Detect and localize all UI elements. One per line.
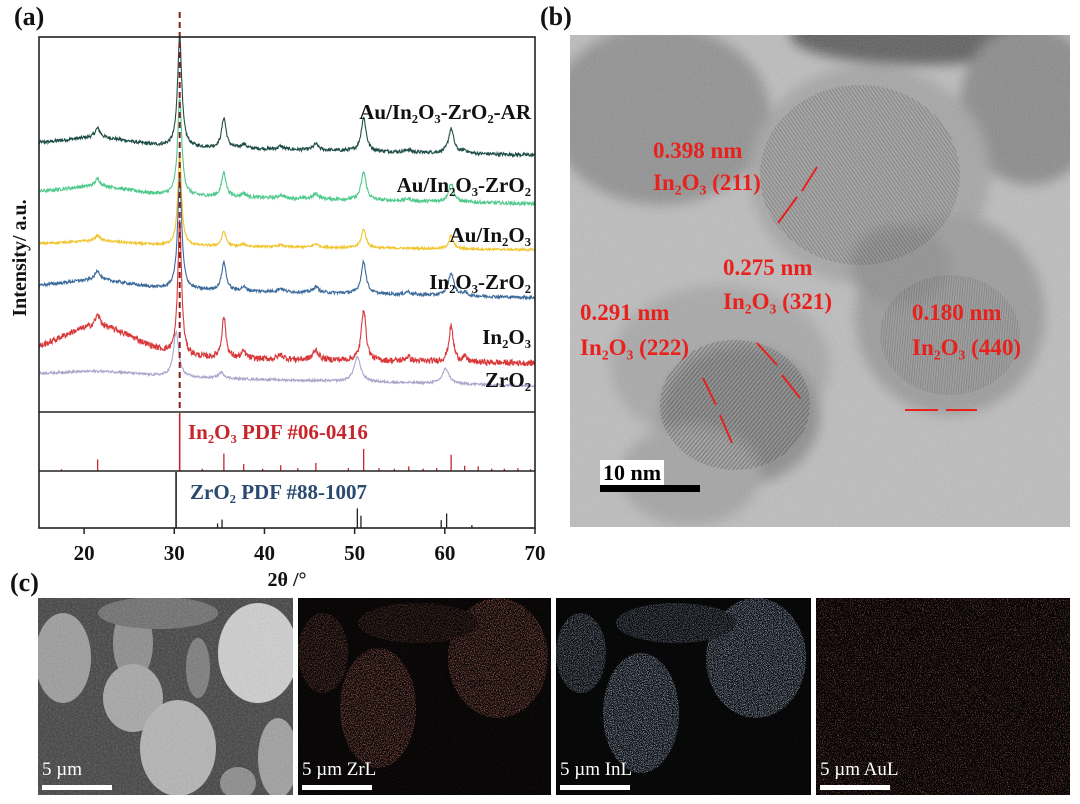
au-distribution (816, 598, 1070, 795)
plane-label: In₂O₃ (211) (653, 170, 761, 195)
y-axis-label: Intensity/ a.u. (9, 199, 31, 316)
xrd-chart: 20 30 40 50 60 70 Au/In₂O₃-ZrO₂-AR Au/In₂O₃-Z… (9, 12, 546, 591)
plot-frame (38, 36, 536, 529)
scale-bar-label: 10 nm (600, 460, 665, 486)
map-label: 5 µm ZrL (302, 759, 377, 780)
eds-map-zr: 5 µm ZrL (298, 598, 551, 795)
map-label: 5 µm AuL (820, 759, 899, 780)
x-tick-label: 30 (164, 541, 185, 565)
tem-micrograph (570, 35, 1070, 527)
plane-label: In₂O₃ (440) (912, 335, 1021, 360)
x-ticks: 20 30 40 50 60 70 (74, 528, 546, 565)
plane-label: In₂O₃ (321) (723, 289, 832, 314)
x-tick-label: 50 (344, 541, 365, 565)
d-spacing-label: 0.275 nm (723, 255, 813, 280)
d-spacing-label: 0.180 nm (912, 300, 1002, 325)
d-spacing-label: 0.291 nm (580, 300, 670, 325)
x-tick-label: 40 (254, 541, 275, 565)
reference-label-zro2: ZrO₂ PDF #88-1007 (190, 480, 367, 504)
eds-map-au: 5 µm AuL (816, 598, 1070, 795)
map-label: 5 µm InL (560, 759, 633, 780)
panel-label-b: (b) (540, 2, 572, 31)
lattice-arrows (702, 166, 977, 444)
panel-label-a: (a) (14, 2, 45, 31)
scale-bar (600, 485, 700, 492)
x-tick-label: 20 (74, 541, 95, 565)
series-label: In₂O₃ (482, 325, 531, 349)
series-label: Au/In₂O₃-ZrO₂-AR (359, 100, 532, 124)
panel-label-c: (c) (10, 568, 39, 597)
plane-label: In₂O₃ (222) (580, 335, 689, 360)
tem-image: 0.398 nm In₂O₃ (211) 0.275 nm In₂O₃ (321… (570, 35, 1070, 527)
scale-bar (820, 785, 890, 790)
sem-image: 5 µm (38, 598, 293, 795)
xrd-series-1 (38, 98, 536, 207)
x-tick-label: 60 (434, 541, 455, 565)
xrd-series-5 (38, 330, 536, 389)
xrd-series-2 (38, 155, 536, 253)
zr-distribution (298, 598, 551, 795)
series-label: In₂O₃-ZrO₂ (429, 270, 531, 294)
series-label: ZrO₂ (485, 368, 531, 392)
xrd-series-0 (38, 32, 536, 159)
reference-label-in2o3: In₂O₃ PDF #06-0416 (188, 420, 368, 444)
map-label: 5 µm (42, 759, 82, 780)
xrd-curves (38, 32, 536, 389)
series-label: Au/In₂O₃-ZrO₂ (397, 173, 531, 197)
scale-bar (42, 785, 112, 790)
scale-bar (560, 785, 630, 790)
x-axis-label: 2θ /° (268, 569, 307, 591)
sem-particles (38, 598, 293, 795)
series-label: Au/In₂O₃ (450, 223, 531, 247)
scale-bar (302, 785, 372, 790)
xrd-series-4 (38, 219, 536, 367)
d-spacing-label: 0.398 nm (653, 138, 743, 163)
x-tick-label: 70 (525, 541, 546, 565)
in-distribution (556, 598, 811, 795)
eds-map-in: 5 µm InL (556, 598, 811, 795)
xrd-series-3 (38, 175, 536, 301)
